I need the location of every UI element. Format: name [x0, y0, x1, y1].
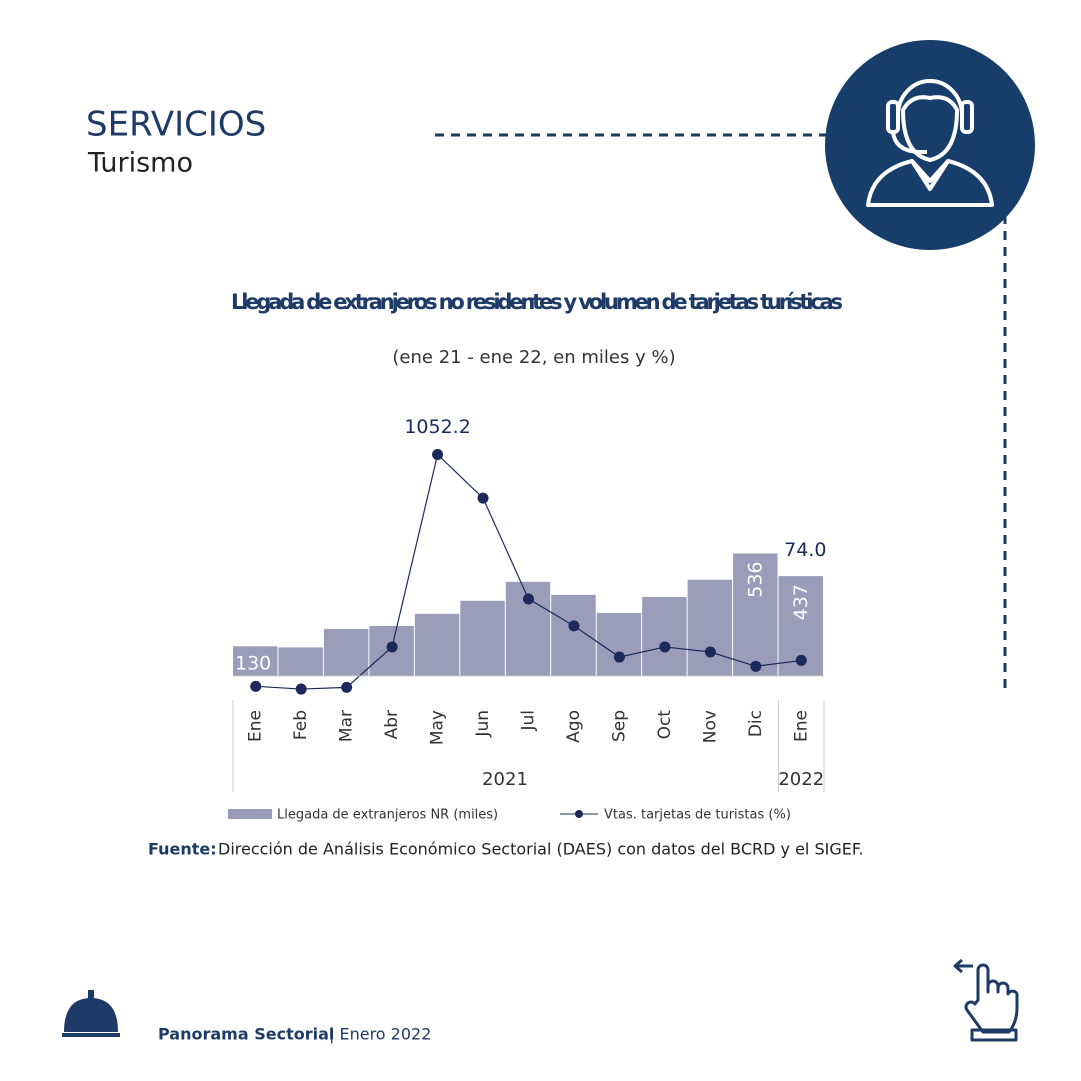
x-tick-label: Dic — [746, 710, 766, 737]
source-text: Dirección de Análisis Económico Sectoria… — [218, 840, 864, 859]
source-label: Fuente: — [148, 840, 217, 859]
year-label: 2021 — [482, 769, 528, 790]
marker — [295, 683, 307, 695]
x-tick-label: May — [428, 710, 448, 745]
line-label: 1052.2 — [404, 416, 470, 438]
x-tick-label: Ago — [564, 710, 584, 743]
line-label: 74.0 — [784, 539, 826, 561]
marker — [659, 641, 671, 653]
section-title: SERVICIOS — [86, 105, 266, 145]
bar — [687, 579, 733, 676]
bar — [233, 646, 278, 676]
section-subtitle: Turismo — [87, 148, 193, 179]
legend-label: Llegada de extranjeros NR (miles) — [277, 808, 498, 823]
bar — [460, 600, 505, 676]
bar — [733, 553, 778, 676]
x-tick-label: Mar — [337, 710, 357, 742]
logo-icon — [62, 990, 120, 1037]
x-tick-label: Sep — [609, 710, 629, 742]
marker — [613, 651, 625, 663]
swipe-icon — [953, 958, 1019, 1042]
x-tick-label: Ene — [246, 710, 266, 742]
marker — [250, 680, 262, 692]
marker — [704, 646, 716, 658]
chart-title: Llegada de extranjeros no residentes y v… — [231, 290, 843, 314]
bar — [642, 596, 687, 676]
marker — [341, 681, 353, 693]
marker — [477, 492, 489, 504]
x-tick-label: Jun — [473, 710, 493, 738]
marker — [750, 660, 762, 672]
legend-label: Vtas. tarjetas de turistas (%) — [604, 808, 791, 823]
bar-label: 130 — [235, 653, 271, 675]
footer-date: | Enero 2022 — [329, 1025, 431, 1044]
x-tick-label: Jul — [519, 710, 539, 732]
bar — [551, 594, 596, 676]
bar — [414, 613, 460, 676]
legend-swatch — [575, 810, 583, 818]
x-tick-label: Feb — [291, 710, 311, 740]
bar-label: 437 — [790, 584, 812, 620]
legend-swatch — [228, 809, 272, 819]
marker — [795, 654, 807, 666]
chart-subtitle: (ene 21 - ene 22, en miles y %) — [392, 347, 675, 368]
marker — [523, 593, 534, 605]
x-tick-label: Nov — [700, 710, 720, 743]
marker — [568, 620, 580, 632]
x-tick-label: Oct — [655, 710, 675, 740]
marker — [386, 641, 398, 653]
x-tick-label: Abr — [382, 710, 402, 739]
bar — [323, 628, 369, 676]
year-label: 2022 — [778, 769, 824, 790]
bar — [278, 647, 323, 676]
footer-title: Panorama Sectorial — [158, 1025, 334, 1044]
x-tick-label: Ene — [791, 710, 811, 742]
marker — [432, 448, 444, 460]
bar — [596, 612, 642, 676]
bar-label: 536 — [744, 561, 766, 597]
headset-icon — [825, 40, 1035, 250]
